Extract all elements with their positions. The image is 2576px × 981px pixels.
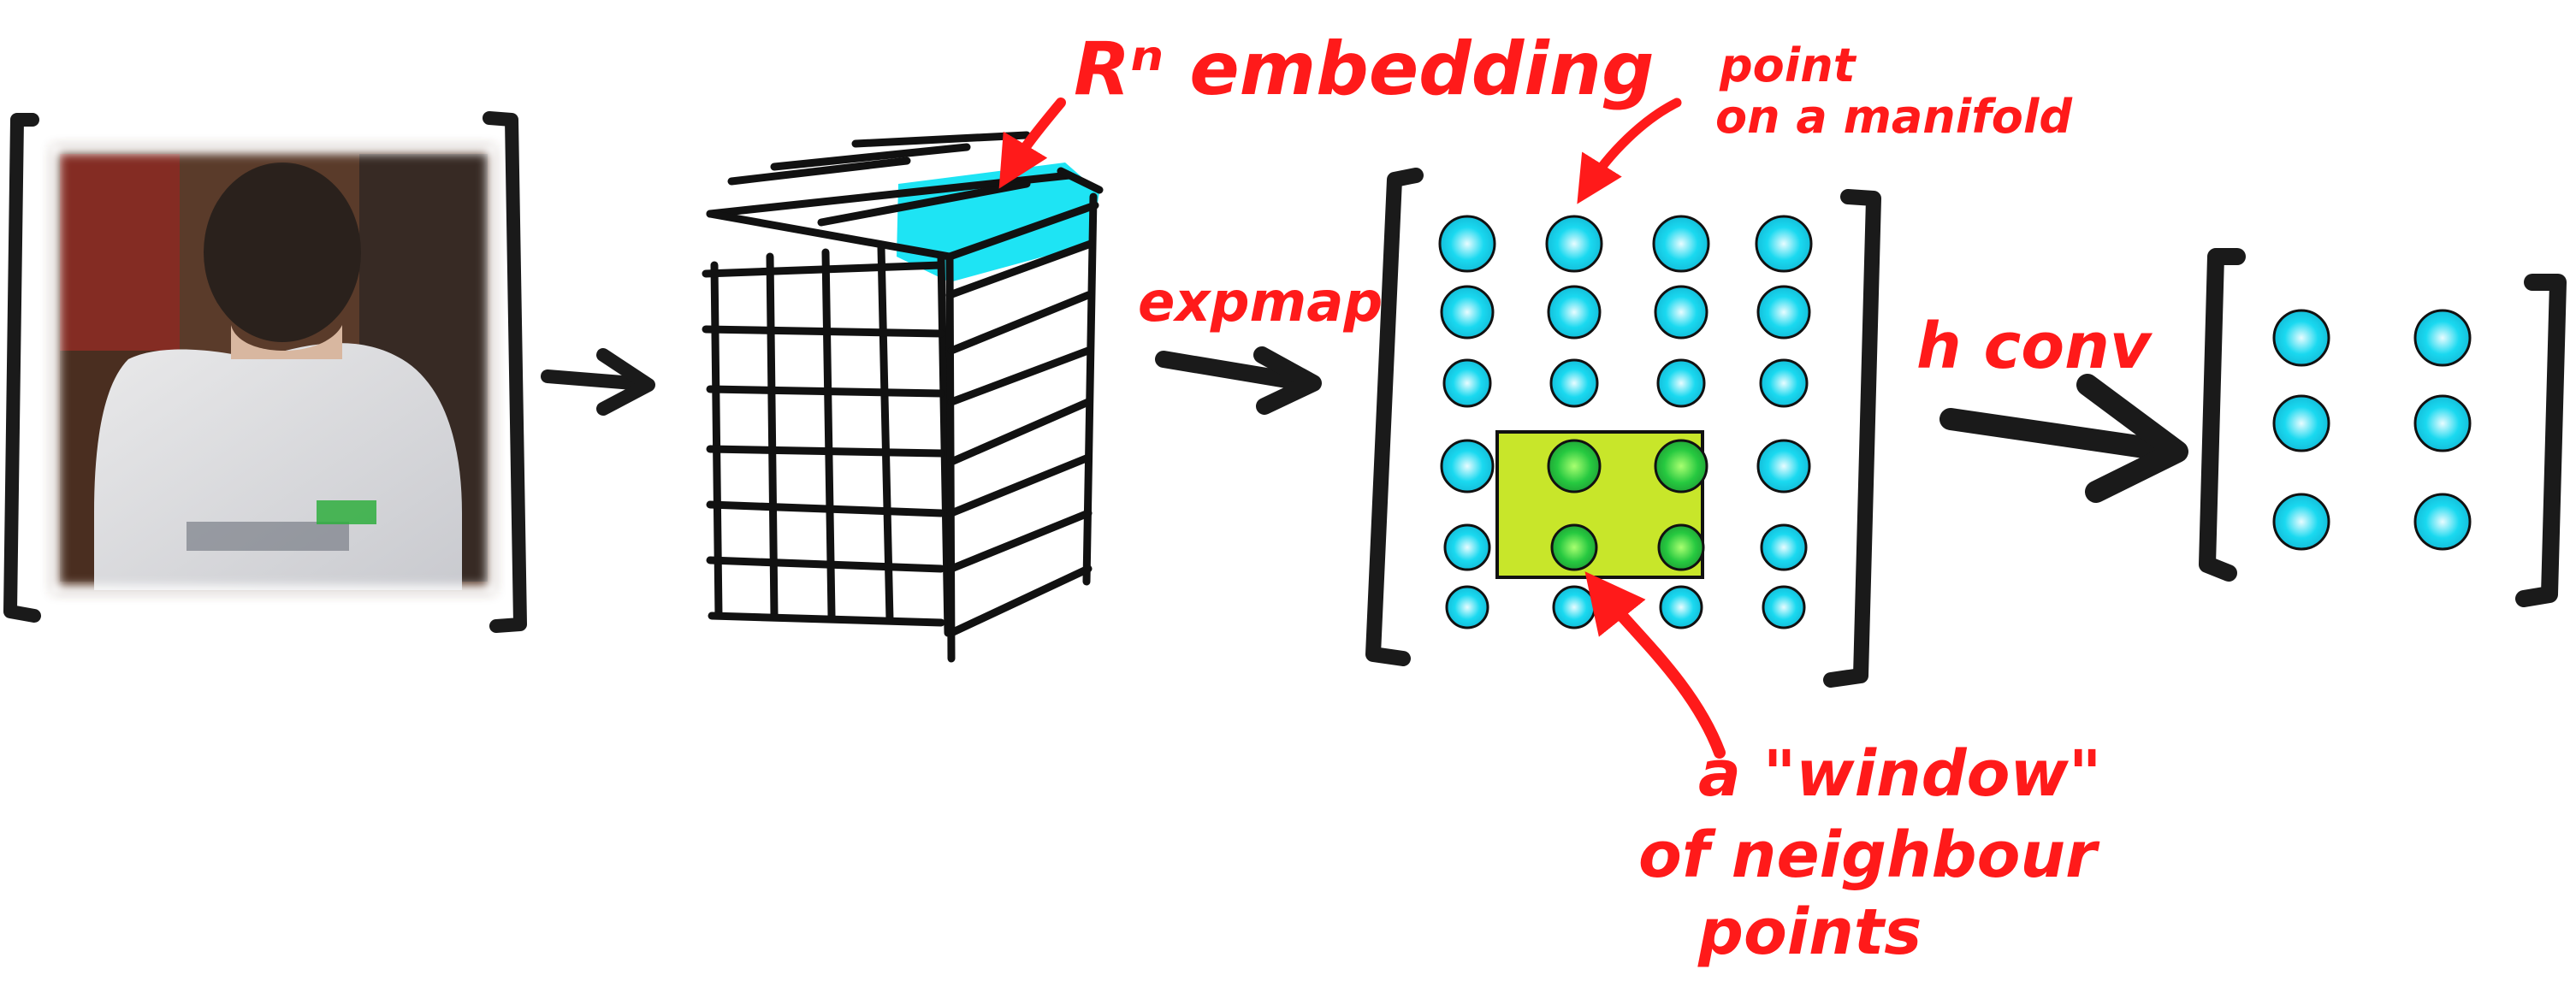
right-bracket bbox=[483, 111, 527, 633]
manifold-point bbox=[1759, 358, 1809, 408]
output-point bbox=[2272, 493, 2330, 551]
manifold-point bbox=[1652, 215, 1710, 273]
manifold-group bbox=[1365, 168, 1881, 688]
window-point bbox=[1547, 439, 1602, 493]
window-pointer bbox=[1584, 571, 1726, 759]
left-bracket bbox=[3, 113, 41, 623]
manifold-point bbox=[1545, 215, 1603, 273]
manifold-point bbox=[1659, 585, 1703, 629]
point-pointer bbox=[1577, 98, 1682, 204]
embedding-label: Rⁿ embedding bbox=[1074, 27, 1655, 112]
expmap-label: expmap bbox=[1138, 271, 1383, 334]
point-label-line1: point bbox=[1719, 38, 1857, 92]
manifold-point bbox=[1547, 285, 1602, 340]
output-group bbox=[2199, 248, 2567, 607]
manifold-point bbox=[1756, 285, 1811, 340]
manifold-point bbox=[1654, 285, 1708, 340]
manifold-point bbox=[1440, 285, 1495, 340]
output-point bbox=[2272, 394, 2330, 452]
manifold-point bbox=[1549, 358, 1599, 408]
input-image-group bbox=[3, 111, 527, 633]
manifold-point bbox=[1442, 358, 1492, 408]
manifold-point bbox=[1762, 585, 1806, 629]
output-point bbox=[2413, 394, 2472, 452]
manifold-point bbox=[1443, 523, 1491, 571]
window-label-line2: of neighbour bbox=[1638, 818, 2100, 892]
window-label-line1: a "window" bbox=[1698, 737, 2101, 811]
photo-of-child-from-behind-icon bbox=[47, 141, 500, 598]
right-bracket bbox=[2515, 274, 2567, 607]
window-point bbox=[1657, 523, 1705, 571]
conv-label: h conv bbox=[1916, 310, 2153, 383]
manifold-point bbox=[1760, 523, 1808, 571]
right-arrow-icon bbox=[541, 348, 655, 416]
right-arrow-icon bbox=[1939, 374, 2188, 503]
left-bracket bbox=[2199, 248, 2246, 582]
feature-cube bbox=[702, 131, 1104, 663]
manifold-point bbox=[1438, 215, 1496, 273]
window-label-line3: points bbox=[1697, 895, 1922, 969]
manifold-point bbox=[1755, 215, 1813, 273]
output-point bbox=[2413, 493, 2472, 551]
embedding-pointer bbox=[998, 98, 1066, 189]
right-arrow-icon bbox=[1155, 346, 1322, 415]
window-point bbox=[1654, 439, 1708, 493]
manifold-point bbox=[1445, 585, 1489, 629]
point-label-line2: on a manifold bbox=[1715, 90, 2073, 144]
output-point bbox=[2413, 309, 2472, 367]
manifold-point bbox=[1656, 358, 1706, 408]
left-bracket bbox=[1365, 168, 1424, 666]
manifold-point bbox=[1440, 439, 1495, 493]
output-point bbox=[2272, 309, 2330, 367]
window-point bbox=[1550, 523, 1598, 571]
right-bracket bbox=[1823, 189, 1881, 688]
manifold-point bbox=[1756, 439, 1811, 493]
manifold-point bbox=[1552, 585, 1596, 629]
